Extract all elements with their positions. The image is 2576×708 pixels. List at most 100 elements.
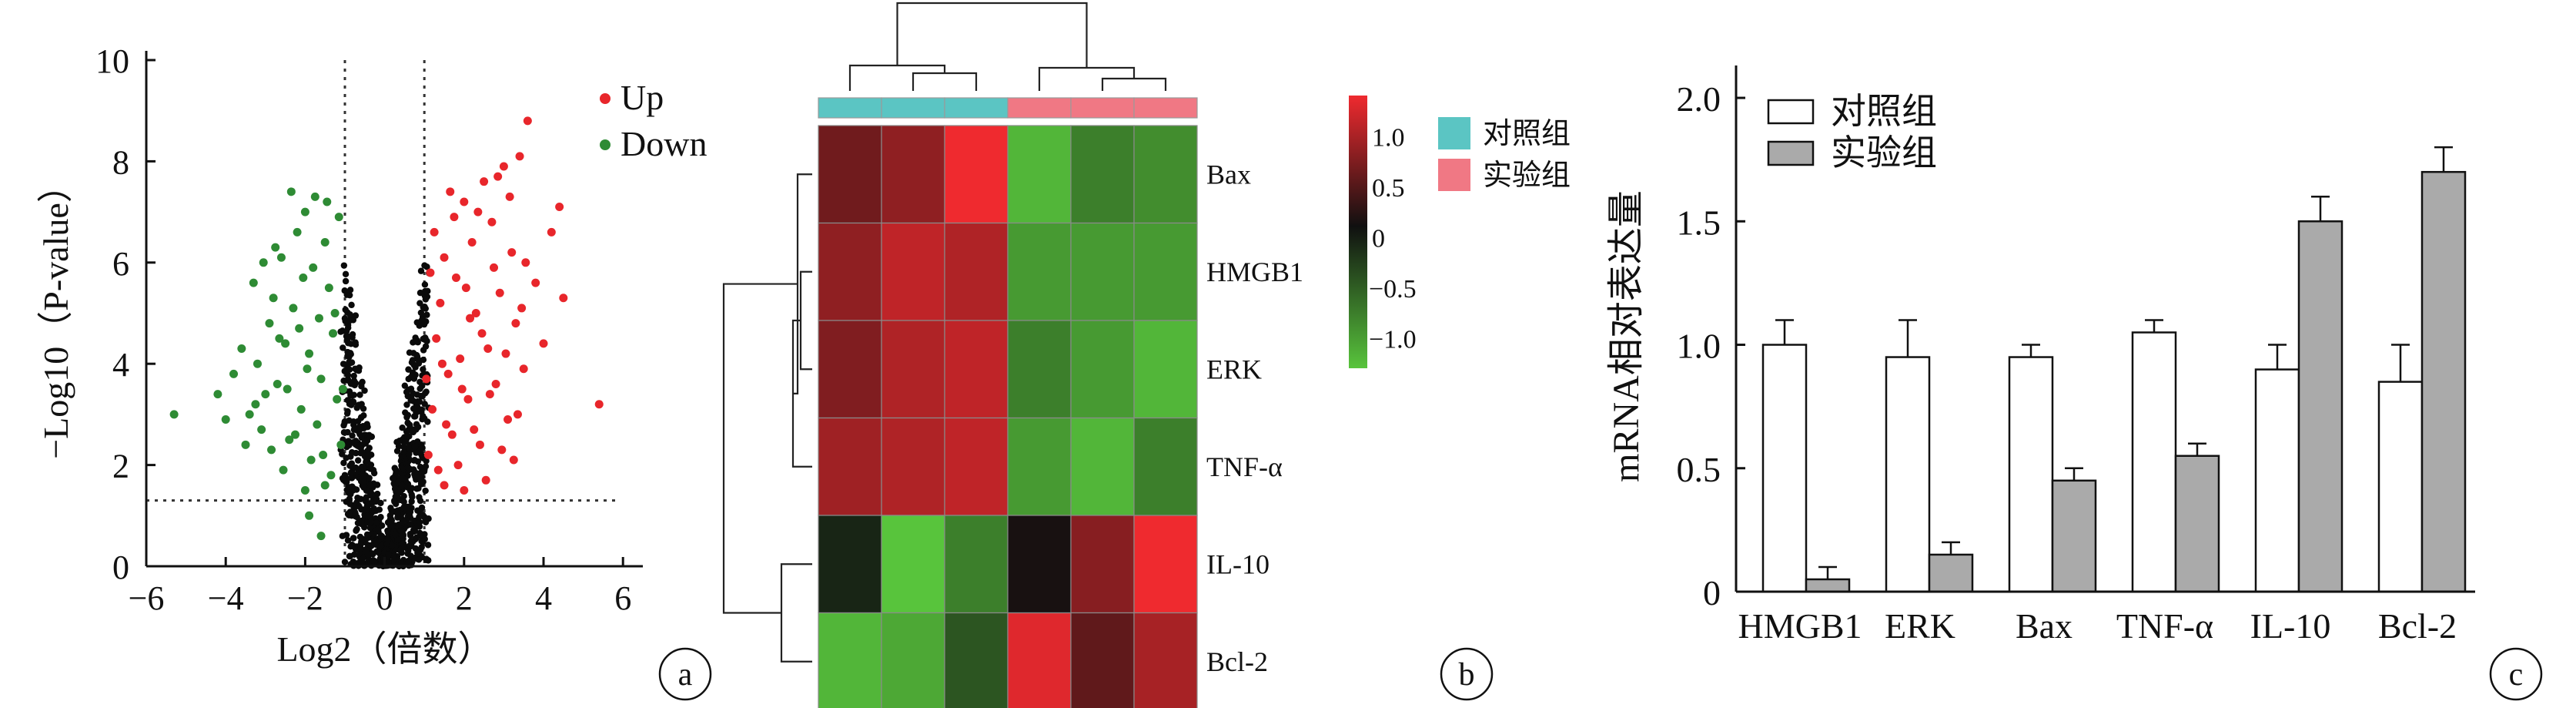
- row-label: Bax: [1206, 159, 1251, 190]
- x-tick-label: Bcl-2: [2378, 606, 2457, 646]
- ns-point: [407, 543, 414, 550]
- x-tick-label: IL-10: [2250, 606, 2331, 646]
- ns-point: [425, 557, 432, 564]
- ns-point: [351, 381, 358, 389]
- up-point: [555, 203, 564, 212]
- bar-experiment: [1805, 578, 1851, 593]
- up-point: [446, 187, 455, 196]
- heatmap-cell: [881, 125, 945, 224]
- ns-point: [346, 311, 353, 318]
- up-point: [519, 364, 528, 374]
- down-point: [305, 511, 314, 520]
- up-point: [490, 263, 498, 272]
- ns-point: [409, 357, 417, 364]
- down-point: [303, 364, 312, 374]
- ns-point: [421, 281, 429, 288]
- ns-point: [356, 503, 363, 510]
- ns-point: [423, 337, 430, 344]
- heatmap-row-labels: Bax HMGB1 ERK TNF-α IL-10 Bcl-2: [1206, 159, 1303, 677]
- ns-point: [341, 287, 348, 294]
- ns-point: [407, 538, 414, 545]
- ns-point: [402, 438, 410, 445]
- group-bar-cell: [1070, 97, 1135, 119]
- ns-point: [400, 443, 407, 451]
- ns-point: [346, 500, 353, 508]
- ns-point: [337, 328, 344, 335]
- dendrogram-branch: [896, 2, 1088, 68]
- heatmap-cell: [1133, 320, 1198, 419]
- down-point: [257, 425, 266, 435]
- colorbar-tick-label: 1.0: [1372, 123, 1405, 152]
- y-tick-label: 1.5: [1677, 203, 1721, 242]
- ns-point: [373, 519, 380, 526]
- up-point: [497, 445, 507, 455]
- up-point: [477, 329, 487, 338]
- ns-point: [350, 558, 357, 565]
- ns-point: [410, 528, 417, 535]
- down-point: [261, 390, 270, 399]
- ns-point: [363, 507, 370, 514]
- heatmap-cell: [1133, 515, 1198, 614]
- ns-point: [363, 421, 370, 428]
- down-point: [324, 284, 333, 293]
- heatmap-cell: [818, 515, 882, 614]
- ns-point: [402, 409, 409, 416]
- up-point: [594, 400, 604, 409]
- up-point: [466, 314, 475, 323]
- down-point: [281, 339, 290, 348]
- up-point: [451, 273, 460, 283]
- bar-control: [1885, 356, 1931, 593]
- ns-point: [343, 366, 351, 373]
- up-point: [509, 455, 518, 465]
- legend-label-group-1: 实验组: [1483, 159, 1571, 192]
- down-point: [314, 314, 323, 323]
- colorbar-tick-label: −0.5: [1369, 275, 1417, 304]
- ns-point: [406, 451, 413, 458]
- ns-point: [422, 518, 430, 526]
- x-tick-label: −2: [287, 579, 323, 617]
- down-point: [249, 278, 258, 287]
- ns-point: [346, 388, 353, 395]
- row-label: HMGB1: [1206, 257, 1303, 287]
- up-point: [460, 197, 469, 206]
- ns-point: [364, 458, 371, 465]
- up-point: [471, 309, 480, 317]
- down-point: [338, 384, 347, 394]
- y-tick-label: 2.0: [1677, 79, 1721, 119]
- heatmap-cell: [944, 320, 1009, 419]
- ns-point: [412, 413, 419, 420]
- heatmap-cell: [1070, 612, 1135, 708]
- up-point: [470, 425, 479, 435]
- down-point: [267, 445, 276, 455]
- ns-point: [415, 556, 423, 563]
- ns-point: [343, 455, 350, 461]
- down-point: [330, 309, 340, 317]
- ns-point: [358, 448, 366, 455]
- ns-point: [348, 449, 356, 456]
- volcano-legend: Up Down: [600, 78, 707, 163]
- ns-point: [423, 311, 430, 318]
- down-point: [319, 450, 328, 459]
- ns-point: [405, 366, 412, 373]
- ns-point: [420, 304, 427, 311]
- ns-point: [406, 422, 413, 429]
- heatmap-cell: [881, 612, 945, 708]
- ns-point: [350, 535, 357, 542]
- ns-point: [346, 287, 354, 294]
- down-point: [309, 263, 318, 272]
- up-point: [443, 369, 453, 378]
- up-point: [507, 248, 517, 257]
- bar-chart-bars: [1761, 146, 2467, 593]
- ns-point: [385, 551, 392, 559]
- ns-point: [404, 464, 412, 471]
- down-point: [295, 324, 304, 333]
- ns-point: [353, 525, 360, 533]
- down-point: [286, 187, 296, 196]
- dendrogram-branch: [912, 72, 978, 91]
- down-point: [285, 435, 294, 445]
- group-bar-cell: [1133, 97, 1198, 119]
- ns-point: [360, 412, 367, 419]
- down-point: [300, 207, 309, 216]
- heatmap-cell: [1007, 125, 1072, 224]
